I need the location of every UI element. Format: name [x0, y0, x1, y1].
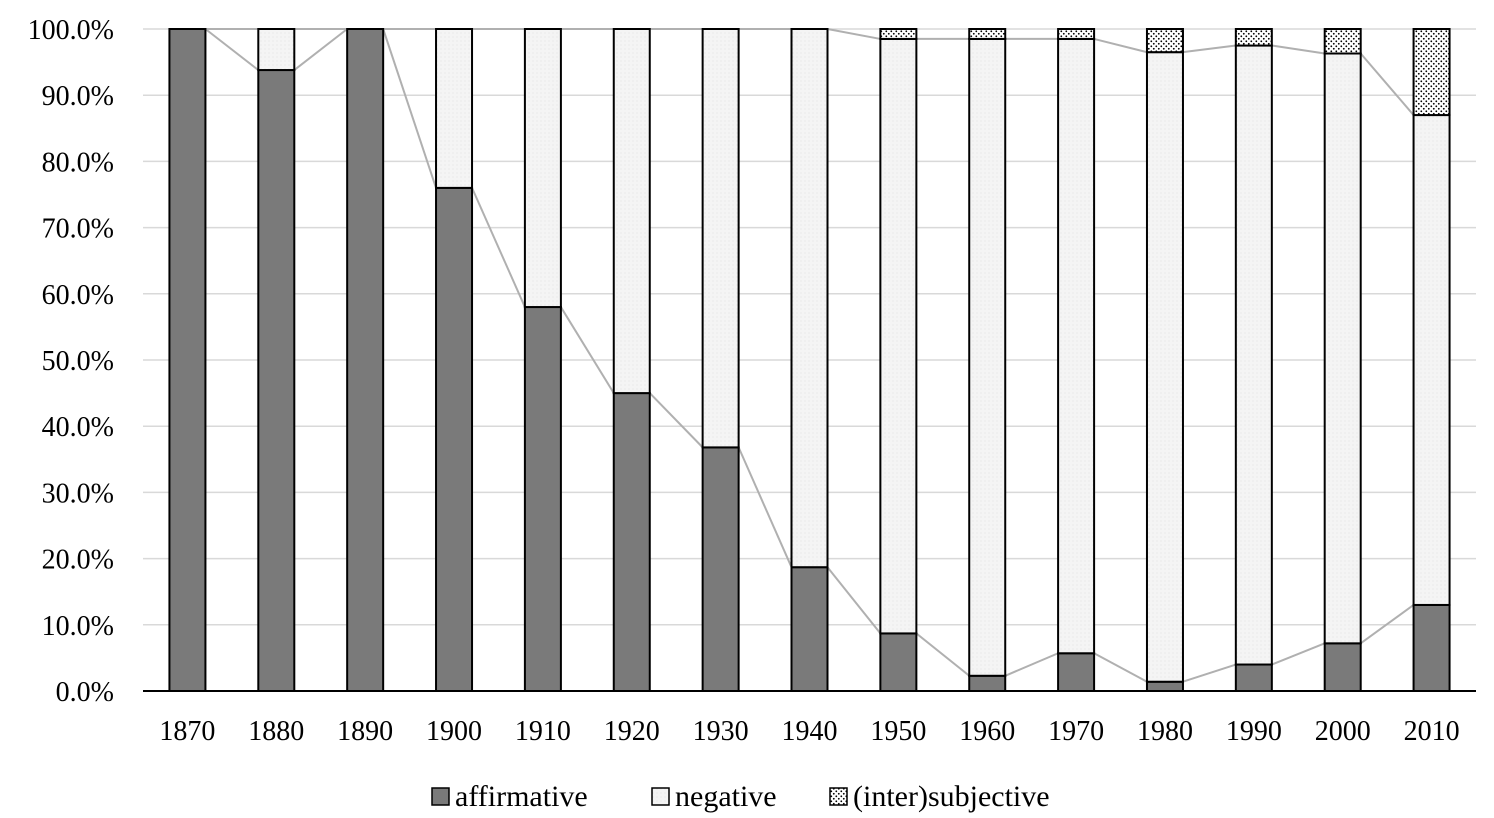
y-tick-label: 0.0%: [56, 677, 114, 708]
bar-negative-1970: [1057, 37, 1096, 655]
connector-affirmative: [293, 28, 348, 71]
bar-affirmative-1950: [879, 632, 918, 693]
bar-intersubjective-1960: [968, 28, 1007, 40]
bar-negative-1940: [790, 28, 829, 569]
series-connectors: [204, 28, 1415, 683]
connector-affirmative: [1271, 642, 1326, 666]
y-tick-label: 30.0%: [42, 478, 114, 509]
connector-affirmative: [737, 446, 793, 568]
y-tick-label: 50.0%: [42, 346, 114, 377]
connector-affirmative: [649, 392, 704, 449]
bar-affirmative-1940: [790, 566, 829, 692]
x-tick-label: 1970: [1048, 716, 1104, 747]
bar-affirmative-1880: [257, 69, 296, 692]
bar-negative-1910: [523, 28, 562, 309]
y-tick-label: 10.0%: [42, 611, 114, 642]
bar-negative-2010: [1412, 114, 1451, 606]
connector-negative: [827, 28, 881, 40]
bar-intersubjective-1970: [1057, 28, 1096, 40]
connector-affirmative: [204, 28, 259, 71]
connector-affirmative: [826, 566, 882, 635]
bar-negative-1920: [612, 28, 651, 395]
legend-swatch-intersubjective: [829, 787, 848, 806]
y-tick-label: 40.0%: [42, 412, 114, 443]
bar-affirmative-1870: [168, 28, 207, 692]
x-tick-label: 2000: [1315, 716, 1371, 747]
bar-intersubjective-2000: [1323, 28, 1362, 55]
bar-affirmative-1980: [1145, 680, 1184, 692]
connector-affirmative: [915, 632, 970, 677]
connector-negative: [1182, 44, 1236, 54]
x-tick-label: 1950: [870, 716, 926, 747]
x-tick-label: 1930: [693, 716, 749, 747]
y-tick-label: 60.0%: [42, 280, 114, 311]
bar-affirmative-1970: [1057, 652, 1096, 692]
bar-negative-1900: [435, 28, 474, 189]
bar-intersubjective-1950: [879, 28, 918, 40]
bar-affirmative-2010: [1412, 603, 1451, 692]
x-tick-label: 1900: [426, 716, 482, 747]
bar-affirmative-1900: [435, 186, 474, 692]
bar-affirmative-1890: [346, 28, 385, 692]
legend-swatch-negative: [651, 787, 670, 806]
x-tick-label: 1880: [248, 716, 304, 747]
bar-negative-2000: [1323, 52, 1362, 645]
x-tick-label: 1890: [337, 716, 393, 747]
connector-affirmative: [1360, 604, 1415, 645]
x-tick-label: 2010: [1404, 716, 1460, 747]
x-tick-label: 1910: [515, 716, 571, 747]
legend-swatch-affirmative: [431, 787, 450, 806]
bar-affirmative-2000: [1323, 642, 1362, 692]
x-tick-label: 1940: [782, 716, 838, 747]
bar-affirmative-1990: [1234, 663, 1273, 693]
connector-negative: [1359, 52, 1415, 116]
legend-label: negative: [675, 780, 777, 813]
y-tick-label: 70.0%: [42, 214, 114, 245]
bar-negative-1880: [257, 28, 296, 72]
connector-affirmative: [1004, 652, 1059, 677]
bar-affirmative-1960: [968, 674, 1007, 692]
legend: affirmative negative (inter)subjective: [431, 780, 1050, 813]
y-tick-label: 100.0%: [28, 15, 114, 46]
bar-negative-1930: [701, 28, 740, 449]
connector-affirmative: [560, 306, 615, 394]
legend-label: affirmative: [455, 780, 588, 813]
x-tick-label: 1990: [1226, 716, 1282, 747]
bar-affirmative-1920: [612, 392, 651, 692]
bar-affirmative-1910: [523, 306, 562, 692]
bar-intersubjective-1980: [1145, 28, 1184, 54]
bar-intersubjective-2010: [1412, 28, 1451, 117]
bar-negative-1980: [1145, 51, 1184, 683]
bars: [168, 28, 1451, 693]
connector-affirmative: [382, 28, 437, 189]
legend-label: (inter)subjective: [853, 780, 1050, 813]
tick-labels: 0.0% 10.0% 20.0% 30.0% 40.0% 50.0% 60.0% 70.0% 8…: [28, 15, 1460, 747]
y-tick-label: 90.0%: [42, 81, 114, 112]
connector-affirmative: [1093, 652, 1148, 683]
x-tick-label: 1960: [959, 716, 1015, 747]
bar-negative-1950: [879, 37, 918, 635]
bar-affirmative-1930: [701, 446, 740, 692]
y-tick-label: 80.0%: [42, 147, 114, 178]
bar-negative-1960: [968, 37, 1007, 677]
x-tick-label: 1870: [159, 716, 215, 747]
x-tick-label: 1920: [604, 716, 660, 747]
connector-negative: [1093, 37, 1148, 54]
bar-negative-1990: [1234, 44, 1273, 666]
connector-affirmative: [471, 187, 526, 308]
connector-affirmative: [1182, 663, 1237, 683]
y-tick-label: 20.0%: [42, 545, 114, 576]
x-tick-label: 1980: [1137, 716, 1193, 747]
bar-intersubjective-1990: [1234, 28, 1273, 47]
connector-negative: [1271, 44, 1325, 55]
